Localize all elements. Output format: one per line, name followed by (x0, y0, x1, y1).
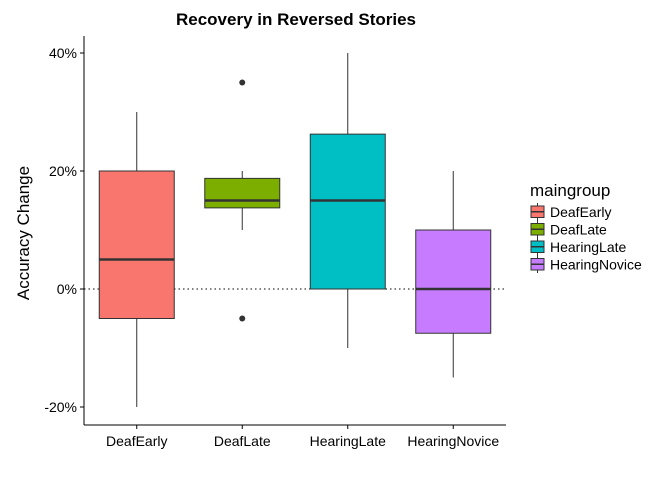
x-tick-label: HearingLate (310, 433, 386, 449)
legend-item-label: DeafEarly (550, 204, 611, 220)
box-body (98, 170, 175, 319)
box-body (415, 229, 492, 334)
legend-item-deaflate: DeafLate (530, 220, 607, 238)
y-tick-label: 40% (49, 45, 77, 61)
box-deafearly (98, 112, 175, 407)
y-tick-label: -20% (44, 399, 77, 415)
chart-title: Recovery in Reversed Stories (176, 10, 416, 29)
y-tick-label: 0% (57, 281, 77, 297)
box-hearinglate (309, 53, 386, 348)
box-body (309, 133, 386, 290)
legend-item-label: DeafLate (550, 221, 607, 237)
box-hearingnovice (415, 171, 492, 378)
plot-area: -20% 0% 20% 40% DeafEarly DeafLate HearingLate… (44, 36, 506, 449)
legend-title: maingroup (530, 181, 610, 200)
outlier-point (239, 315, 246, 322)
box-deaflate (204, 79, 281, 322)
y-tick-label: 20% (49, 163, 77, 179)
x-tick-label: HearingNovice (407, 433, 499, 449)
legend-item-deafearly: DeafEarly (530, 203, 611, 221)
legend-item-label: HearingLate (550, 239, 626, 255)
x-tick-label: DeafLate (214, 433, 271, 449)
legend-item-hearinglate: HearingLate (530, 238, 626, 256)
outlier-point (239, 79, 246, 86)
legend-item-hearingnovice: HearingNovice (530, 255, 642, 273)
box-body (204, 177, 281, 209)
x-tick-label: DeafEarly (106, 433, 167, 449)
legend-item-label: HearingNovice (550, 256, 642, 272)
y-axis-label: Accuracy Change (14, 166, 33, 300)
